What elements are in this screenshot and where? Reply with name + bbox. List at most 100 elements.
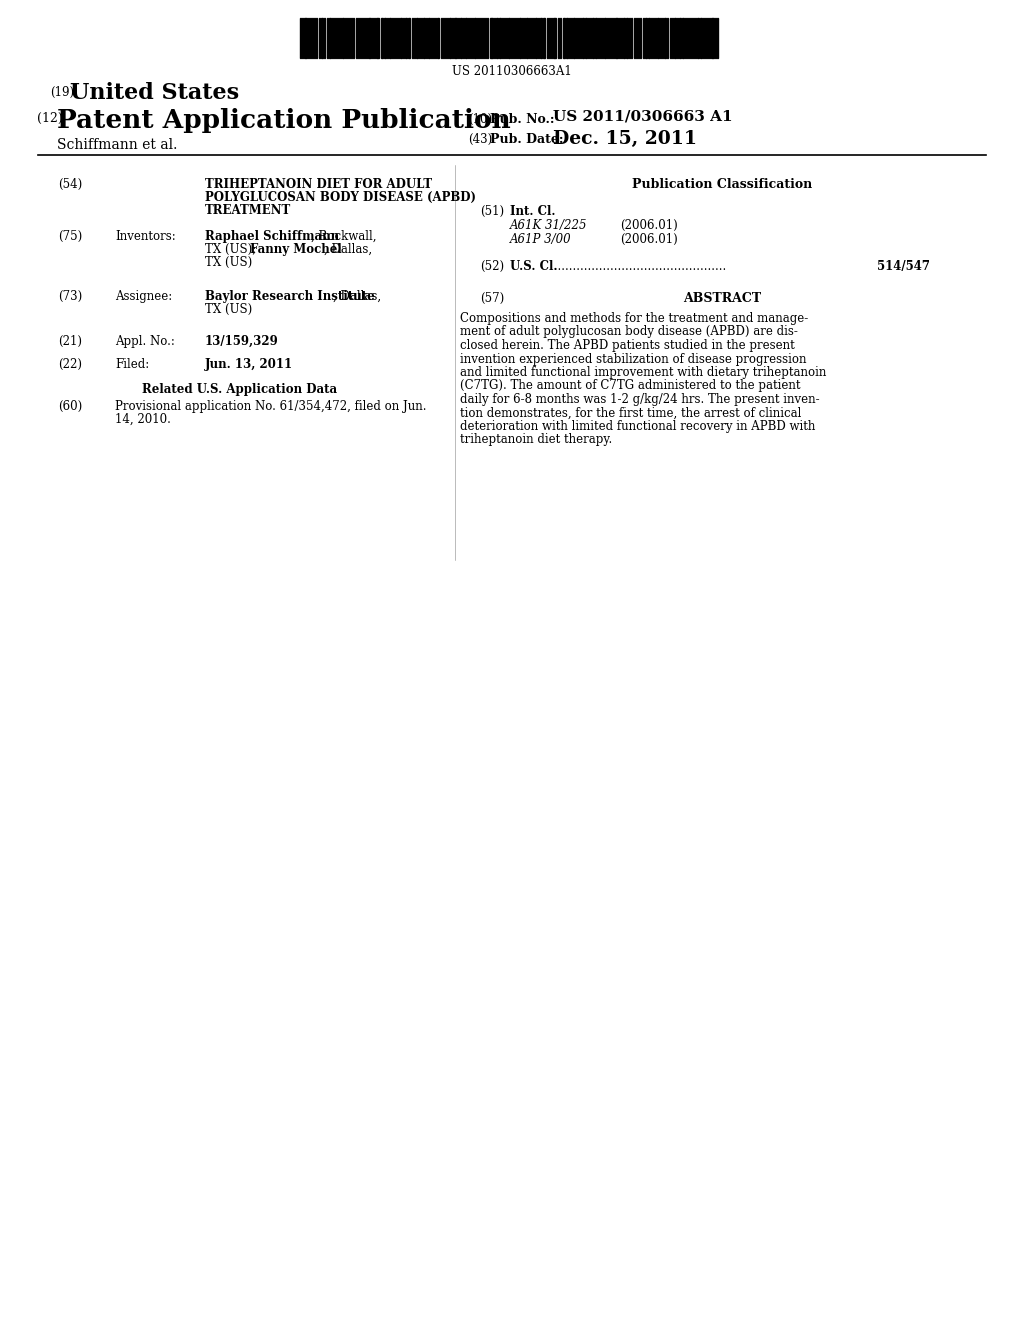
Text: TREATMENT: TREATMENT xyxy=(205,205,291,216)
Text: invention experienced stabilization of disease progression: invention experienced stabilization of d… xyxy=(460,352,807,366)
Text: ment of adult polyglucosan body disease (APBD) are dis-: ment of adult polyglucosan body disease … xyxy=(460,326,798,338)
Text: Jun. 13, 2011: Jun. 13, 2011 xyxy=(205,358,293,371)
Text: TX (US): TX (US) xyxy=(205,304,252,315)
Bar xyxy=(499,18,501,58)
Text: Int. Cl.: Int. Cl. xyxy=(510,205,555,218)
Bar xyxy=(543,18,545,58)
Text: (2006.01): (2006.01) xyxy=(620,219,678,232)
Text: Patent Application Publication: Patent Application Publication xyxy=(57,108,511,133)
Bar xyxy=(535,18,537,58)
Text: 14, 2010.: 14, 2010. xyxy=(115,413,171,426)
Text: , Rockwall,: , Rockwall, xyxy=(311,230,377,243)
Text: daily for 6-8 months was 1-2 g/kg/24 hrs. The present inven-: daily for 6-8 months was 1-2 g/kg/24 hrs… xyxy=(460,393,819,407)
Text: United States: United States xyxy=(70,82,240,104)
Text: , Dallas,: , Dallas, xyxy=(333,290,381,304)
Bar xyxy=(389,18,391,58)
Text: Publication Classification: Publication Classification xyxy=(632,178,812,191)
Bar xyxy=(519,18,521,58)
Text: , Dallas,: , Dallas, xyxy=(324,243,372,256)
Text: TX (US): TX (US) xyxy=(205,256,252,269)
Bar xyxy=(465,18,467,58)
Text: TX (US);: TX (US); xyxy=(205,243,260,256)
Text: Inventors:: Inventors: xyxy=(115,230,176,243)
Bar xyxy=(657,18,659,58)
Text: (21): (21) xyxy=(58,335,82,348)
Bar xyxy=(384,18,386,58)
Text: (43): (43) xyxy=(468,133,493,147)
Text: (22): (22) xyxy=(58,358,82,371)
Bar xyxy=(496,18,498,58)
Text: (60): (60) xyxy=(58,400,82,413)
Text: Schiffmann et al.: Schiffmann et al. xyxy=(57,139,177,152)
Bar xyxy=(582,18,584,58)
Bar xyxy=(342,18,344,58)
Text: (54): (54) xyxy=(58,178,82,191)
Bar xyxy=(368,18,371,58)
Bar xyxy=(700,18,702,58)
Bar xyxy=(566,18,568,58)
Text: US 20110306663A1: US 20110306663A1 xyxy=(453,65,571,78)
Text: POLYGLUCOSAN BODY DISEASE (APBD): POLYGLUCOSAN BODY DISEASE (APBD) xyxy=(205,191,476,205)
Text: (51): (51) xyxy=(480,205,504,218)
Text: A61K 31/225: A61K 31/225 xyxy=(510,219,588,232)
Text: 514/547: 514/547 xyxy=(877,260,930,273)
Text: (12): (12) xyxy=(37,112,62,125)
Text: A61P 3/00: A61P 3/00 xyxy=(510,234,571,246)
Text: Fanny Mochel: Fanny Mochel xyxy=(250,243,342,256)
Text: ABSTRACT: ABSTRACT xyxy=(683,292,761,305)
Text: Provisional application No. 61/354,472, filed on Jun.: Provisional application No. 61/354,472, … xyxy=(115,400,427,413)
Text: closed herein. The APBD patients studied in the present: closed herein. The APBD patients studied… xyxy=(460,339,795,352)
Bar xyxy=(711,18,714,58)
Bar xyxy=(406,18,407,58)
Bar xyxy=(381,18,383,58)
Bar xyxy=(449,18,451,58)
Bar xyxy=(508,18,510,58)
Text: Assignee:: Assignee: xyxy=(115,290,172,304)
Text: US 2011/0306663 A1: US 2011/0306663 A1 xyxy=(553,110,732,124)
Text: Related U.S. Application Data: Related U.S. Application Data xyxy=(142,383,338,396)
Bar xyxy=(679,18,681,58)
Text: (75): (75) xyxy=(58,230,82,243)
Text: (19): (19) xyxy=(50,86,74,99)
Bar xyxy=(573,18,575,58)
Bar xyxy=(585,18,587,58)
Bar xyxy=(321,18,323,58)
Text: Pub. No.:: Pub. No.: xyxy=(490,114,555,125)
Text: (57): (57) xyxy=(480,292,504,305)
Bar xyxy=(474,18,476,58)
Text: (52): (52) xyxy=(480,260,504,273)
Text: Raphael Schiffmann: Raphael Schiffmann xyxy=(205,230,339,243)
Bar xyxy=(648,18,650,58)
Bar xyxy=(454,18,457,58)
Bar xyxy=(460,18,462,58)
Bar xyxy=(595,18,597,58)
Bar xyxy=(423,18,425,58)
Bar xyxy=(664,18,666,58)
Bar xyxy=(526,18,528,58)
Bar xyxy=(329,18,331,58)
Bar xyxy=(697,18,699,58)
Bar xyxy=(490,18,493,58)
Text: (73): (73) xyxy=(58,290,82,304)
Text: TRIHEPTANOIN DIET FOR ADULT: TRIHEPTANOIN DIET FOR ADULT xyxy=(205,178,432,191)
Text: (2006.01): (2006.01) xyxy=(620,234,678,246)
Bar xyxy=(623,18,625,58)
Bar xyxy=(645,18,647,58)
Bar xyxy=(540,18,542,58)
Bar xyxy=(563,18,565,58)
Bar xyxy=(604,18,606,58)
Text: (C7TG). The amount of C7TG administered to the patient: (C7TG). The amount of C7TG administered … xyxy=(460,380,801,392)
Bar xyxy=(553,18,556,58)
Text: ..............................................: ........................................… xyxy=(550,260,730,273)
Bar xyxy=(674,18,676,58)
Bar xyxy=(408,18,410,58)
Text: and limited functional improvement with dietary triheptanoin: and limited functional improvement with … xyxy=(460,366,826,379)
Bar xyxy=(376,18,379,58)
Text: (10): (10) xyxy=(468,114,493,125)
Bar xyxy=(592,18,594,58)
Text: Compositions and methods for the treatment and manage-: Compositions and methods for the treatme… xyxy=(460,312,808,325)
Text: Appl. No.:: Appl. No.: xyxy=(115,335,175,348)
Text: U.S. Cl.: U.S. Cl. xyxy=(510,260,557,273)
Bar xyxy=(682,18,684,58)
Text: deterioration with limited functional recovery in APBD with: deterioration with limited functional re… xyxy=(460,420,815,433)
